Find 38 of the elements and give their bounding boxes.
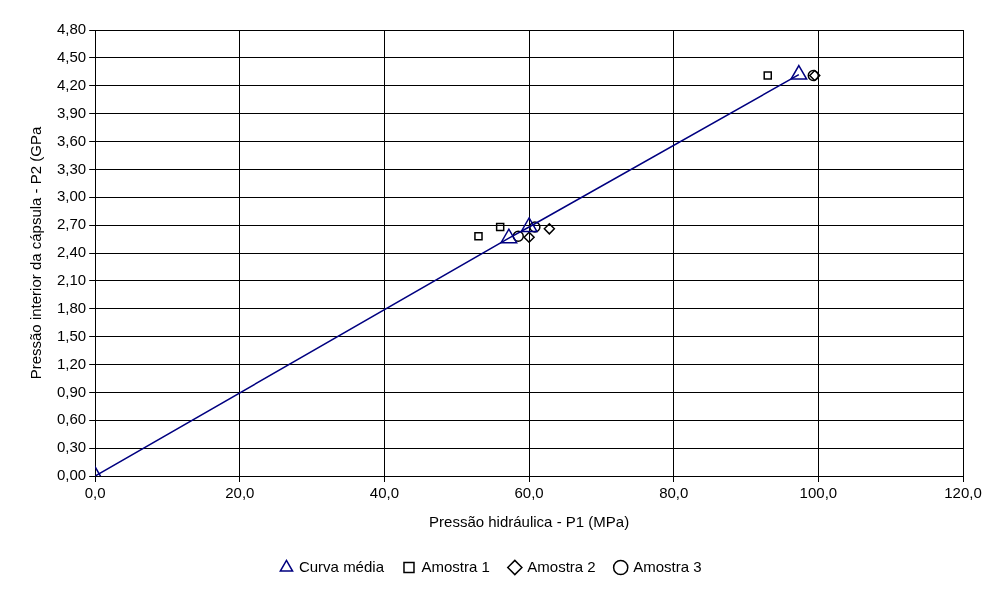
- y-tick-label: 1,20: [56, 354, 87, 372]
- point: [520, 217, 538, 233]
- y-tick-label: 4,50: [56, 48, 87, 66]
- y-tick-label: 3,00: [56, 187, 87, 205]
- x-tick-label: 40,0: [369, 484, 400, 502]
- x-tick-label: 0,0: [84, 484, 106, 502]
- x-tick-label: 60,0: [514, 484, 544, 502]
- y-tick-label: 2,70: [56, 215, 87, 233]
- y-tick-label: 0,60: [56, 410, 87, 428]
- y-tick-label: 4,80: [56, 20, 87, 38]
- point: [500, 228, 518, 244]
- x-tick-label: 120,0: [944, 484, 982, 502]
- y-tick-label: 2,10: [56, 271, 87, 289]
- x-axis-title: Pressão hidráulica - P1 (MPa): [429, 513, 630, 531]
- legend-label: Amostra 1: [421, 557, 490, 575]
- y-tick-label: 0,30: [56, 438, 87, 456]
- legend-label: Amostra 3: [633, 557, 702, 575]
- x-tick-label: 100,0: [799, 484, 838, 502]
- y-tick-label: 1,80: [56, 298, 87, 316]
- point: [763, 71, 773, 80]
- y-tick-label: 1,50: [56, 326, 87, 344]
- legend-label: Curva média: [298, 557, 385, 575]
- y-tick-label: 4,20: [56, 75, 87, 93]
- point: [523, 231, 535, 243]
- x-tick-label: 20,0: [225, 484, 255, 502]
- y-tick-label: 3,60: [56, 131, 87, 149]
- point: [512, 230, 524, 243]
- legend-label: Amostra 2: [527, 557, 596, 575]
- y-tick-label: 0,90: [56, 382, 87, 400]
- y-tick-label: 2,40: [56, 243, 87, 261]
- y-tick-label: 3,30: [56, 159, 87, 177]
- point: [543, 223, 556, 235]
- y-axis-title: Pressão interior da cápsula - P2 (GPa: [27, 126, 45, 380]
- y-tick-label: 0,00: [56, 466, 87, 484]
- point: [474, 231, 483, 241]
- x-tick-label: 80,0: [659, 484, 689, 502]
- y-tick-label: 3,90: [56, 103, 87, 121]
- point: [495, 222, 505, 232]
